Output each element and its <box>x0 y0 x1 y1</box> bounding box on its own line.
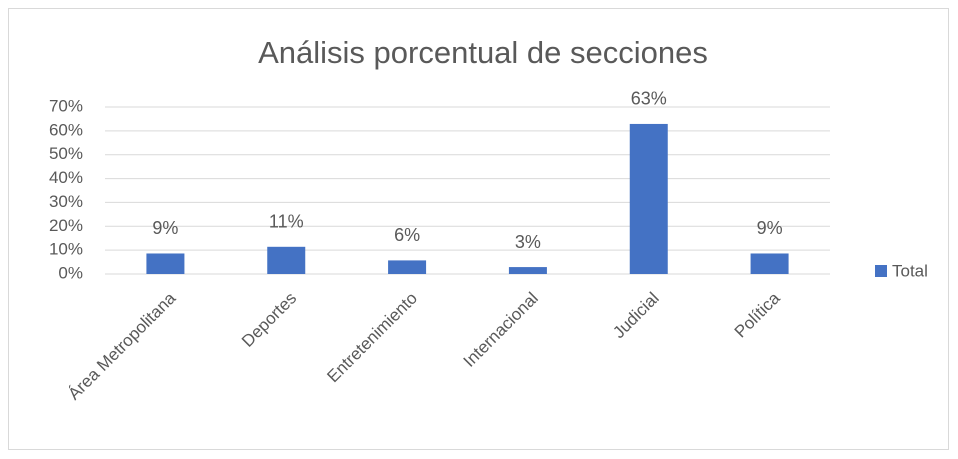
y-tick-label: 40% <box>49 168 83 187</box>
data-label: 9% <box>152 218 178 238</box>
data-label: 6% <box>394 225 420 245</box>
legend-label: Total <box>892 261 928 280</box>
chart-frame <box>8 8 949 450</box>
legend-swatch <box>875 265 887 277</box>
chart-title: Análisis porcentual de secciones <box>258 35 708 70</box>
y-tick-label: 0% <box>58 263 83 282</box>
bar <box>146 253 185 274</box>
bar <box>508 267 547 274</box>
bar <box>388 260 427 274</box>
data-label: 11% <box>269 212 304 232</box>
bar <box>267 246 306 274</box>
bar <box>629 123 668 274</box>
y-tick-label: 50% <box>49 144 83 163</box>
y-tick-label: 10% <box>49 240 83 259</box>
data-label: 63% <box>631 89 667 109</box>
y-tick-label: 30% <box>49 192 83 211</box>
y-tick-label: 60% <box>49 120 83 139</box>
bar <box>750 253 789 274</box>
y-tick-label: 70% <box>49 96 83 115</box>
data-label: 9% <box>757 218 783 238</box>
data-label: 3% <box>515 232 541 252</box>
y-tick-label: 20% <box>49 216 83 235</box>
